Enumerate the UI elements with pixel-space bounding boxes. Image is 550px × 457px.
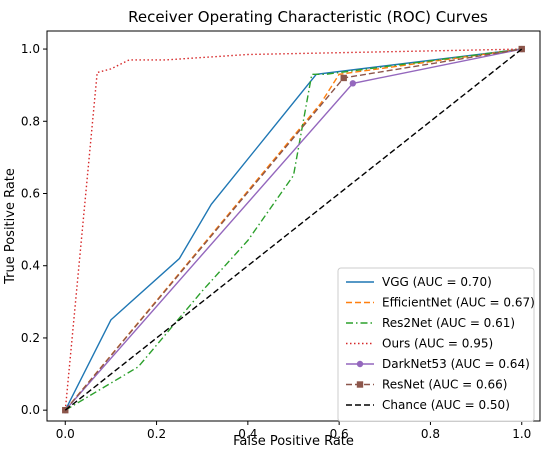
- y-axis-label: True Positive Rate: [3, 168, 18, 285]
- x-tick-label: 0.0: [56, 427, 75, 441]
- x-tick-label: 0.8: [421, 427, 440, 441]
- legend-label-vgg: VGG (AUC = 0.70): [382, 275, 492, 289]
- plot-frame: [46, 30, 541, 422]
- x-tick-label: 0.6: [330, 427, 349, 441]
- legend-label-efficientnet: EfficientNet (AUC = 0.67): [382, 296, 535, 310]
- data-point-darknet53: [349, 80, 357, 87]
- series-line-chance: [64, 48, 523, 411]
- x-tick-label: 0.2: [147, 427, 166, 441]
- x-axis-label: False Positive Rate: [233, 434, 354, 449]
- x-tick-label: 0.4: [238, 427, 257, 441]
- legend-marker-darknet53: [356, 360, 364, 368]
- y-tick-label: 0.0: [21, 403, 40, 417]
- y-tick-label: 0.6: [21, 187, 40, 201]
- series-line-vgg: [64, 48, 522, 411]
- y-tick-label: 0.2: [21, 331, 40, 345]
- legend-label-resnet: ResNet (AUC = 0.66): [382, 378, 507, 392]
- legend-label-ours: Ours (AUC = 0.95): [382, 337, 493, 351]
- legend-marker-resnet: [356, 381, 364, 388]
- y-tick-label: 0.8: [21, 114, 40, 128]
- legend-box: [337, 267, 535, 422]
- data-point-resnet: [62, 406, 69, 414]
- series-line-ours: [64, 48, 522, 411]
- data-point-resnet: [340, 74, 347, 82]
- x-axis-ticks: 0.0 0.2 0.4 0.6 0.8 1.0: [56, 421, 531, 441]
- y-axis-ticks: 0.0 0.2 0.4 0.6 0.8 1.0: [21, 42, 47, 417]
- legend-label-res2net: Res2Net (AUC = 0.61): [382, 316, 515, 330]
- chart-title: Receiver Operating Characteristic (ROC) …: [128, 8, 488, 26]
- legend-label-chance: Chance (AUC = 0.50): [382, 398, 510, 412]
- data-point-resnet: [518, 45, 525, 53]
- legend: VGG (AUC = 0.70) EfficientNet (AUC = 0.67…: [337, 267, 535, 422]
- y-tick-label: 1.0: [21, 42, 40, 56]
- legend-label-darknet53: DarkNet53 (AUC = 0.64): [382, 357, 530, 371]
- series-line-res2net: [64, 48, 522, 411]
- x-tick-label: 1.0: [512, 427, 531, 441]
- y-tick-label: 0.4: [21, 259, 40, 273]
- series-layer: [62, 45, 525, 414]
